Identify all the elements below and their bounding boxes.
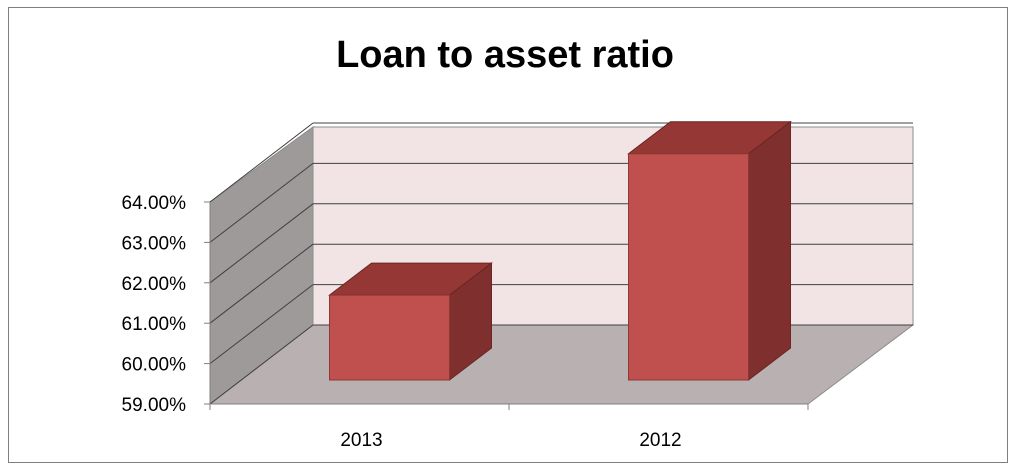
gridline-side-4 [209, 163, 314, 243]
bar-front-2012 [628, 153, 749, 381]
gridline-side-5 [209, 122, 314, 203]
bar-side-2012 [748, 120, 791, 382]
y-tick-label-1: 60.00% [122, 355, 187, 376]
gridline-side-3 [209, 203, 314, 284]
chart-title: Loan to asset ratio [336, 34, 674, 76]
y-tick-label-2: 61.00% [122, 314, 187, 335]
y-tick-label-4: 63.00% [122, 233, 187, 254]
x-tick-label-2012: 2012 [639, 430, 681, 451]
gridline-side-2 [209, 243, 314, 324]
gridline-side-0 [209, 324, 314, 405]
x-tick-label-2013: 2013 [340, 430, 382, 451]
gridline-side-1 [209, 284, 314, 364]
y-tick-label-0: 59.00% [122, 395, 187, 416]
y-tick-label-5: 64.00% [122, 193, 187, 214]
floor [208, 324, 915, 405]
y-tick-label-3: 62.00% [122, 274, 187, 295]
bar-2013 [328, 262, 493, 382]
bar-2012 [627, 120, 792, 382]
bar-front-2013 [329, 294, 450, 381]
